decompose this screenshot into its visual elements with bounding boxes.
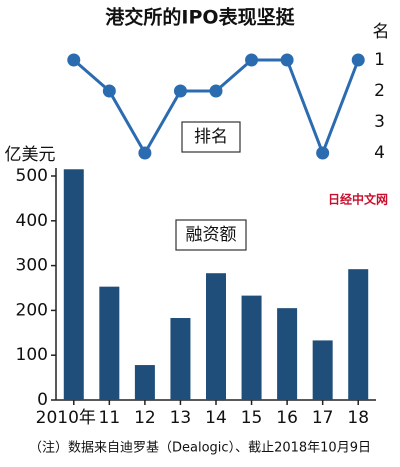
chart-title: 港交所的IPO表现坚挺 [105, 6, 295, 29]
y-tick-label: 400 [16, 211, 48, 231]
y-tick-label: 0 [37, 390, 48, 410]
legend-box [181, 121, 241, 153]
bar [312, 340, 333, 400]
rank-point [67, 53, 81, 67]
rank-point [173, 84, 187, 98]
y-tick-label: 100 [16, 345, 48, 365]
bar [277, 308, 298, 400]
y2-tick-label: 1 [374, 50, 385, 70]
y-tick-label: 300 [16, 256, 48, 276]
x-tick-label: 16 [276, 408, 298, 428]
y-tick-label: 500 [16, 166, 48, 186]
footnote: （注）数据来自迪罗基（Dealogic）、截止2018年10月9日 [29, 441, 371, 456]
rank-point [138, 146, 152, 160]
watermark: 日经中文网 [328, 192, 388, 207]
x-tick-label: 17 [312, 408, 334, 428]
rank-point [209, 84, 223, 98]
rank-point [245, 53, 259, 67]
bar [241, 295, 262, 400]
x-tick-label: 13 [170, 408, 192, 428]
y-axis-label: 亿美元 [5, 145, 56, 165]
legend-label: 融资额 [186, 225, 237, 245]
rank-point [280, 53, 294, 67]
y2-axis-label: 名 [373, 22, 390, 42]
legend-label: 排名 [194, 127, 228, 147]
x-tick-label: 14 [205, 408, 227, 428]
y-tick-label: 200 [16, 300, 48, 320]
rank-point [102, 84, 116, 98]
bar [170, 318, 191, 400]
x-tick-label: 18 [347, 408, 369, 428]
bar [206, 273, 226, 400]
y2-tick-label: 4 [374, 143, 385, 163]
y2-tick-label: 3 [374, 112, 385, 132]
bar [134, 365, 155, 400]
y2-tick-label: 2 [374, 81, 385, 101]
legend-box [175, 219, 247, 251]
x-tick-label: 15 [241, 408, 263, 428]
bar [63, 169, 84, 400]
x-tick-label: 2010年 [36, 408, 96, 428]
bar [348, 269, 369, 400]
x-tick-label: 12 [134, 408, 156, 428]
rank-point [316, 146, 330, 160]
x-tick-label: 11 [99, 408, 121, 428]
rank-point [351, 53, 365, 67]
bar [99, 286, 120, 400]
